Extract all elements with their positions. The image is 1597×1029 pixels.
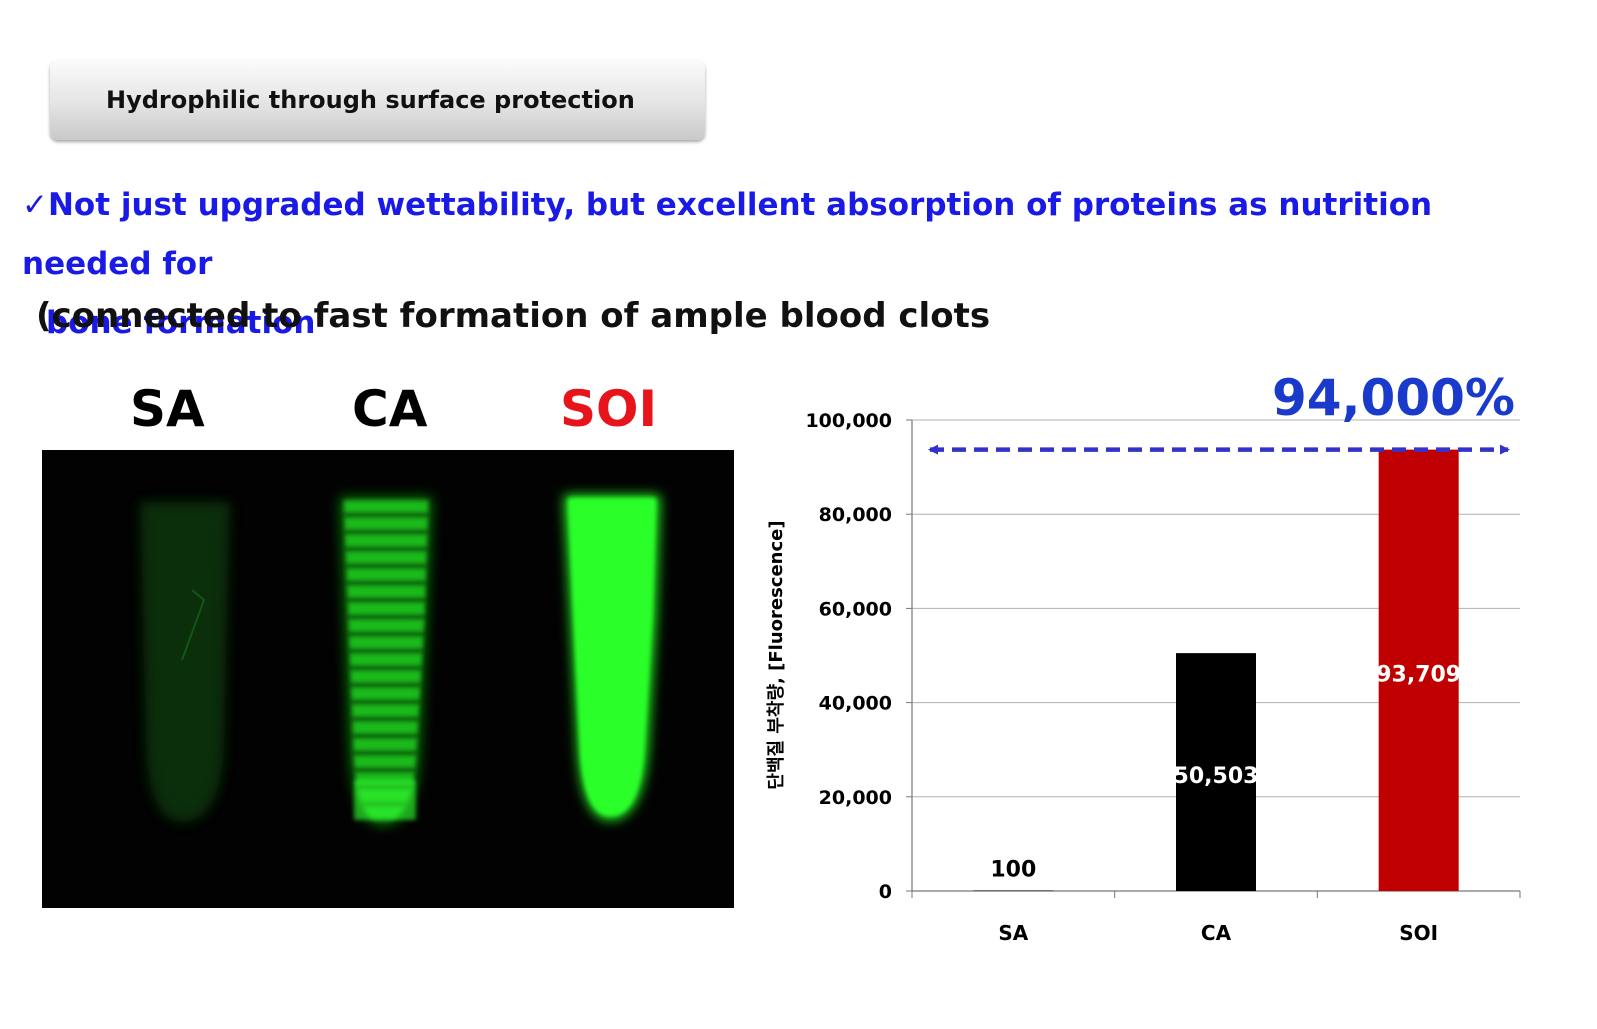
fluorescence-photo bbox=[42, 450, 734, 908]
implant-soi bbox=[564, 495, 660, 820]
implant-sa bbox=[140, 502, 230, 822]
chart-svg: 0 20,000 40,000 60,000 80,000 100,000 SA 100 CA 5… bbox=[766, 369, 1521, 945]
bar-chart: 0 20,000 40,000 60,000 80,000 100,000 SA 100 CA 5… bbox=[740, 350, 1560, 974]
image-label-soi: SOI bbox=[560, 380, 658, 438]
y-tick-label: 20,000 bbox=[819, 787, 892, 809]
subtitle: (connected to fast formation of ample bl… bbox=[36, 296, 991, 336]
data-label: 93,709 bbox=[1376, 662, 1461, 687]
bar-ca bbox=[1176, 653, 1256, 891]
y-tick-label: 100,000 bbox=[805, 410, 892, 432]
y-tick-label: 60,000 bbox=[819, 598, 892, 620]
x-tick-label: CA bbox=[1201, 921, 1232, 945]
data-label: 50,503 bbox=[1174, 764, 1259, 789]
bars bbox=[973, 449, 1459, 892]
y-tick-label: 40,000 bbox=[819, 693, 892, 715]
annotation-label: 94,000% bbox=[1272, 369, 1515, 427]
image-label-ca: CA bbox=[352, 380, 428, 438]
data-label: 100 bbox=[990, 858, 1036, 883]
bullet-line-1: Not just upgraded wettability, but excel… bbox=[22, 187, 1433, 282]
y-axis-label: 단백질 부착량, [Fluorescence] bbox=[766, 520, 787, 789]
image-label-sa: SA bbox=[130, 380, 205, 438]
x-tick-label: SOI bbox=[1399, 921, 1438, 945]
section-title: Hydrophilic through surface protection bbox=[106, 86, 635, 114]
implant-ca bbox=[340, 497, 432, 825]
x-tick-label: SA bbox=[998, 921, 1028, 945]
y-tick-label: 80,000 bbox=[819, 504, 892, 526]
labels: 0 20,000 40,000 60,000 80,000 100,000 SA 100 CA 5… bbox=[805, 410, 1461, 945]
y-tick-label: 0 bbox=[879, 881, 892, 903]
bar-sa bbox=[973, 890, 1054, 892]
bullet-text: ✓Not just upgraded wettability, but exce… bbox=[22, 176, 1542, 353]
bullet-line-2: bone formation bbox=[46, 305, 316, 341]
bar-soi bbox=[1378, 449, 1459, 891]
section-title-box: Hydrophilic through surface protection bbox=[50, 60, 705, 140]
check-icon: ✓ bbox=[22, 187, 48, 223]
